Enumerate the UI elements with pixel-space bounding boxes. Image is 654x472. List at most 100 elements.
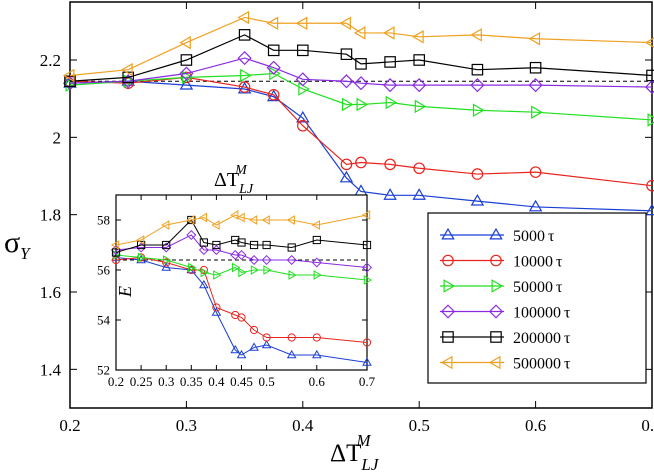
inset-data-point-100000: [261, 254, 272, 266]
y-tick-label: 2: [53, 128, 62, 147]
inset-data-point-100000: [286, 254, 297, 266]
inset-y-tick-label: 58: [97, 213, 110, 228]
legend-value: 50000: [513, 279, 553, 296]
data-point-10000: [238, 81, 251, 93]
inset-data-point-200000: [212, 240, 221, 250]
data-point-200000: [64, 75, 76, 88]
inset-data-point-500000: [110, 240, 120, 250]
axis-labels: σY ΔTLJM ΔTLJM E: [4, 163, 380, 472]
data-point-50000: [647, 113, 654, 127]
inset-data-point-100000: [186, 229, 197, 241]
inset-x-tick-label: 0.6: [309, 374, 326, 389]
data-point-200000: [122, 71, 134, 84]
data-point-200000: [355, 58, 367, 70]
data-point-200000: [413, 54, 425, 66]
legend-marker-10000: [442, 254, 454, 267]
data-point-200000: [384, 56, 396, 68]
inset-x-tick-label: 0.35: [180, 374, 203, 389]
inset-plot-frame: [115, 194, 368, 371]
legend-value: 500000: [513, 356, 561, 373]
inset-data-point-5000: [230, 344, 241, 354]
legend-box: [427, 212, 647, 384]
data-point-100000: [237, 50, 252, 66]
inset-data-point-100000: [361, 262, 373, 273]
data-point-50000: [472, 103, 485, 118]
inset-data-point-10000: [362, 338, 372, 347]
inset-data-point-500000: [230, 210, 239, 220]
x-tick-label: 0.2: [59, 416, 80, 435]
inset-data-point-10000: [199, 265, 208, 275]
legend-marker-50000: [491, 279, 504, 293]
x-axis-label: ΔTLJM: [330, 431, 380, 472]
data-point-50000: [341, 97, 354, 112]
inset-series-line-5000: [115, 257, 368, 363]
inset-y-tick-label: 56: [97, 263, 111, 278]
data-point-50000: [181, 70, 194, 85]
data-point-500000: [412, 30, 424, 44]
inset-data-point-5000: [286, 349, 297, 359]
legend-value: 5000: [513, 228, 545, 245]
inset-data-point-10000: [237, 313, 246, 322]
inset-data-point-200000: [137, 240, 146, 250]
data-point-500000: [528, 31, 541, 46]
legend-marker-500000: [488, 355, 501, 370]
data-point-100000: [339, 74, 354, 89]
inset-data-point-5000: [211, 307, 222, 316]
data-point-10000: [413, 162, 425, 175]
inset-data-point-200000: [199, 238, 208, 247]
series-line-500000: [69, 16, 653, 77]
inset-data-point-10000: [162, 258, 171, 267]
inset-data-point-50000: [288, 270, 297, 280]
y-axis-label: σY: [4, 226, 31, 263]
inset-data-point-5000: [236, 349, 247, 359]
inset-data-point-50000: [263, 265, 272, 275]
legend-marker-500000: [440, 355, 453, 370]
inset-top-label: ΔTLJM: [214, 163, 254, 197]
inset-data-point-500000: [161, 220, 170, 230]
data-point-5000: [339, 170, 354, 183]
inset-data-point-500000: [186, 215, 195, 225]
inset-data-point-5000: [199, 279, 209, 289]
inset-data-point-200000: [312, 235, 321, 245]
inset-data-point-50000: [363, 275, 373, 285]
inset-data-point-50000: [200, 267, 209, 278]
data-point-100000: [383, 78, 398, 93]
data-point-500000: [237, 10, 250, 25]
inset-data-point-50000: [232, 262, 241, 273]
inset-data-point-500000: [236, 212, 245, 223]
data-point-100000: [121, 74, 136, 89]
y-tick-label: 1.4: [40, 360, 62, 379]
data-point-100000: [179, 66, 194, 81]
data-point-5000: [296, 110, 310, 123]
inset-data-point-200000: [111, 248, 121, 257]
data-point-10000: [384, 158, 396, 171]
inset-data-point-10000: [262, 333, 271, 342]
inset-series-line-50000: [115, 254, 368, 281]
data-point-500000: [179, 35, 191, 50]
y-tick-label: 2.2: [40, 51, 61, 70]
inset-data-point-200000: [362, 240, 372, 250]
inset-data-point-5000: [249, 342, 259, 351]
legend-label-100000: 100000 τ: [513, 305, 571, 322]
inset-data-point-5000: [311, 349, 322, 359]
legend-label-5000: 5000 τ: [513, 228, 555, 245]
inset-data-point-50000: [188, 262, 197, 273]
data-point-50000: [269, 66, 281, 81]
inset-series-line-200000: [115, 219, 368, 253]
inset-data-point-50000: [250, 265, 260, 275]
legend-value: 10000: [513, 254, 553, 271]
data-point-10000: [646, 179, 654, 192]
data-point-5000: [63, 76, 77, 88]
data-point-100000: [295, 72, 310, 87]
data-point-50000: [298, 82, 310, 96]
inset-y-tick-label: 54: [97, 313, 111, 328]
data-point-500000: [121, 62, 133, 77]
data-point-10000: [267, 89, 280, 101]
inset-data-point-100000: [161, 242, 172, 253]
data-point-10000: [529, 166, 542, 178]
legend-label-500000: 500000 τ: [513, 356, 571, 373]
legend-label-50000: 50000 τ: [513, 279, 563, 296]
inset-data-point-5000: [161, 262, 172, 271]
legend-unit: τ: [556, 254, 563, 271]
